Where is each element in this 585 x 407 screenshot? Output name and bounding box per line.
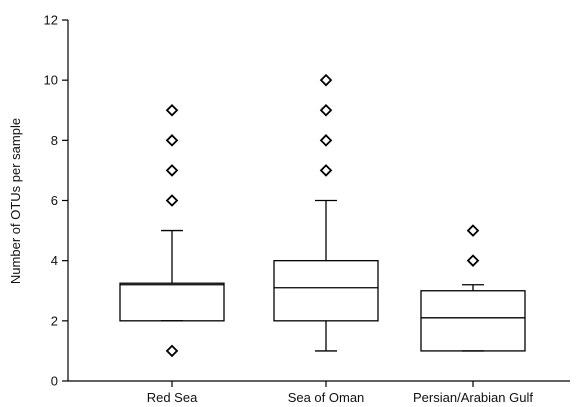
axes: 0 2 4 6 8 10 12 Red Sea Sea of Oman Persian/Arabi… [44,13,570,405]
y-tick-label-10: 10 [44,73,58,88]
outlier-point [466,224,480,237]
outlier-point [466,254,480,267]
x-tick-label-0: Red Sea [147,390,198,405]
outlier-point [319,103,333,117]
outlier-point [165,103,179,117]
y-tick-label-0: 0 [51,374,58,389]
y-tick-label-2: 2 [51,313,58,328]
x-tick-label-1: Sea of Oman [288,390,365,405]
y-axis-title: Number of OTUs per sample [8,118,23,284]
y-tick-label-6: 6 [51,193,58,208]
iqr-box [273,260,379,322]
outlier-point [165,134,179,147]
outlier-point [165,194,179,207]
outlier-point [319,164,333,177]
boxes [119,73,526,358]
box-0 [119,103,225,358]
x-tick-label-2: Persian/Arabian Gulf [413,390,533,405]
iqr-box [119,282,225,322]
y-tick-label-12: 12 [44,13,58,28]
outlier-point [165,344,179,358]
outlier-point [319,134,333,147]
box-1 [273,73,379,352]
outlier-point [319,73,333,87]
y-tick-label-8: 8 [51,133,58,148]
outlier-point [165,164,179,177]
box-2 [420,224,526,352]
iqr-box [420,290,526,352]
y-tick-label-4: 4 [51,253,58,268]
